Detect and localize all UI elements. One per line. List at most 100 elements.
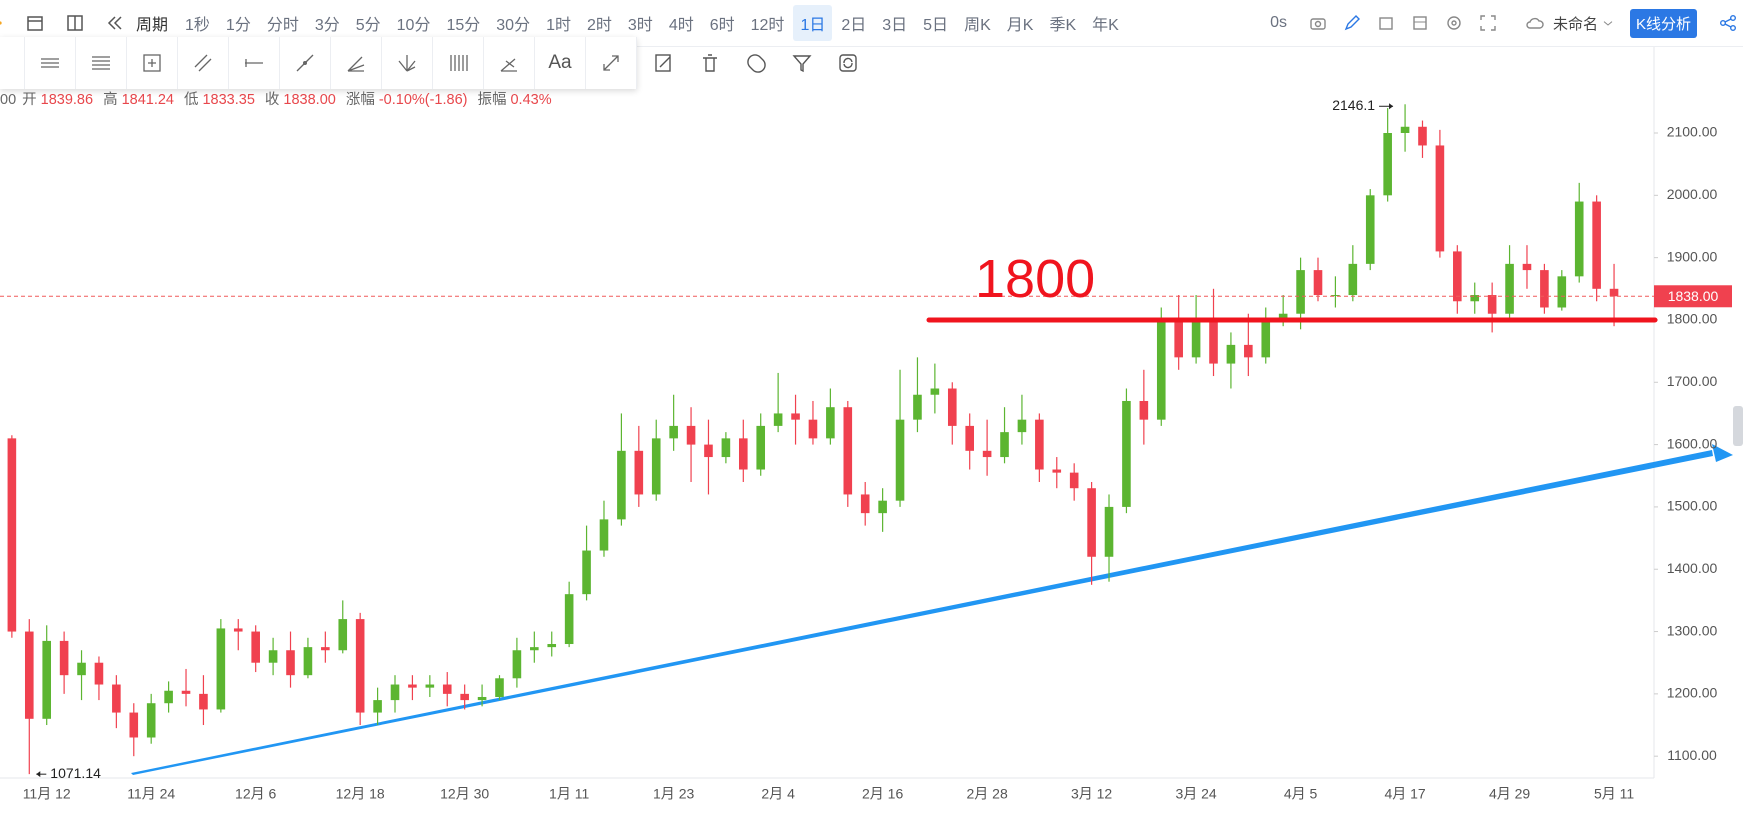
period[interactable]: 周K: [964, 17, 991, 34]
tool[interactable]: [0, 37, 25, 89]
tool-box: Aa: [0, 37, 637, 89]
layout-name[interactable]: 未命名: [1552, 15, 1598, 33]
camera-icon[interactable]: [1309, 14, 1327, 32]
tool[interactable]: [76, 37, 127, 89]
period[interactable]: 3日: [882, 17, 908, 34]
period[interactable]: 1秒: [185, 17, 210, 34]
info-text: 0.43%: [510, 92, 551, 108]
candle-body: [390, 684, 400, 701]
tool[interactable]: [382, 37, 433, 89]
window-icon[interactable]: [1377, 14, 1395, 32]
high-marker: 2146.1: [1332, 97, 1375, 113]
x-tick-label: 4月 17: [1384, 786, 1425, 802]
candle-body: [59, 640, 69, 676]
fullscreen-icon[interactable]: [1479, 14, 1497, 32]
period[interactable]: 1日: [793, 5, 833, 41]
delete-icon[interactable]: [700, 53, 720, 73]
tool[interactable]: [586, 37, 637, 89]
dropdown-icon[interactable]: [1602, 14, 1614, 32]
candle-body: [7, 438, 17, 632]
candle-body: [947, 388, 957, 426]
candle-body: [1156, 319, 1166, 420]
tool[interactable]: [433, 37, 484, 89]
icon: [296, 54, 314, 72]
info-text: 1833.35: [202, 92, 254, 108]
magnet-icon[interactable]: [746, 53, 766, 73]
tool[interactable]: [178, 37, 229, 89]
candle-body: [1000, 432, 1009, 458]
settings-icon[interactable]: [1445, 14, 1463, 32]
candle-body: [355, 619, 365, 713]
candle-body: [1365, 195, 1375, 264]
analysis-button[interactable]: K线分析: [1629, 8, 1697, 38]
candle-body: [1348, 263, 1358, 296]
rewind-icon[interactable]: [106, 14, 124, 32]
layout-icon[interactable]: [66, 14, 84, 32]
tool-actions: [641, 53, 871, 73]
candle-body: [1313, 270, 1323, 296]
icon: [245, 59, 263, 67]
candle-body: [1505, 263, 1514, 314]
tool[interactable]: [25, 37, 76, 89]
text-tool[interactable]: Aa: [535, 37, 586, 89]
candle-body: [338, 619, 348, 651]
filter-icon[interactable]: [792, 53, 812, 73]
cloud-icon[interactable]: [1525, 14, 1545, 32]
tool[interactable]: [484, 37, 535, 89]
tool[interactable]: [331, 37, 382, 89]
candle-body: [982, 450, 992, 458]
period[interactable]: 季K: [1049, 17, 1077, 34]
period-menu[interactable]: 周期: [136, 17, 169, 34]
period[interactable]: 月K: [1006, 17, 1034, 34]
share-icon[interactable]: [1719, 14, 1737, 32]
period[interactable]: 分时: [266, 17, 299, 34]
candle-body: [617, 450, 626, 520]
pen-icon[interactable]: [1343, 14, 1361, 32]
tool[interactable]: [229, 37, 280, 89]
period[interactable]: 12时: [750, 17, 785, 34]
period[interactable]: 5日: [923, 17, 949, 34]
period[interactable]: 1时: [546, 17, 571, 34]
candle-body: [1557, 276, 1567, 308]
period[interactable]: 2时: [587, 17, 612, 34]
last-price-label: 1838.00: [1668, 288, 1719, 304]
candle-body: [1261, 319, 1271, 358]
period[interactable]: 3分: [314, 17, 340, 34]
low-marker: 1071.14: [50, 765, 101, 781]
tool[interactable]: [280, 37, 331, 89]
edit-icon[interactable]: [654, 53, 674, 73]
icon: [41, 58, 59, 68]
scroll-handle[interactable]: [1733, 406, 1743, 446]
period[interactable]: 1分: [225, 17, 251, 34]
period[interactable]: 30分: [496, 17, 531, 34]
candle-body: [460, 693, 469, 701]
tool[interactable]: [127, 37, 178, 89]
icon[interactable]: [0, 14, 6, 32]
candle-body: [1139, 400, 1149, 420]
candle-body: [1087, 488, 1096, 557]
candle-body: [599, 519, 609, 551]
period[interactable]: 15分: [446, 17, 481, 34]
period[interactable]: 年K: [1092, 17, 1119, 34]
period[interactable]: 3时: [627, 17, 653, 34]
candle-body: [1278, 313, 1288, 320]
template-icon[interactable]: [1411, 14, 1429, 32]
candle-body: [634, 450, 644, 495]
x-tick-label: 12月 18: [336, 786, 385, 802]
x-tick-label: 3月 24: [1175, 786, 1216, 802]
candle-body: [773, 413, 783, 426]
candle-body: [442, 684, 452, 694]
x-tick-label: 2月 28: [966, 786, 1007, 802]
icon: [398, 55, 416, 72]
period[interactable]: 4时: [668, 17, 694, 34]
candle-body: [286, 650, 295, 676]
period[interactable]: 6时: [709, 17, 735, 34]
period[interactable]: 2日: [841, 17, 867, 34]
candle-body: [1209, 319, 1218, 364]
period[interactable]: 5分: [355, 17, 381, 34]
candle-body: [547, 644, 557, 648]
period[interactable]: 10分: [396, 17, 431, 34]
calendar-icon[interactable]: [26, 14, 44, 32]
sync-icon[interactable]: [838, 53, 858, 73]
info-text: -0.10%(-1.86): [379, 92, 468, 108]
